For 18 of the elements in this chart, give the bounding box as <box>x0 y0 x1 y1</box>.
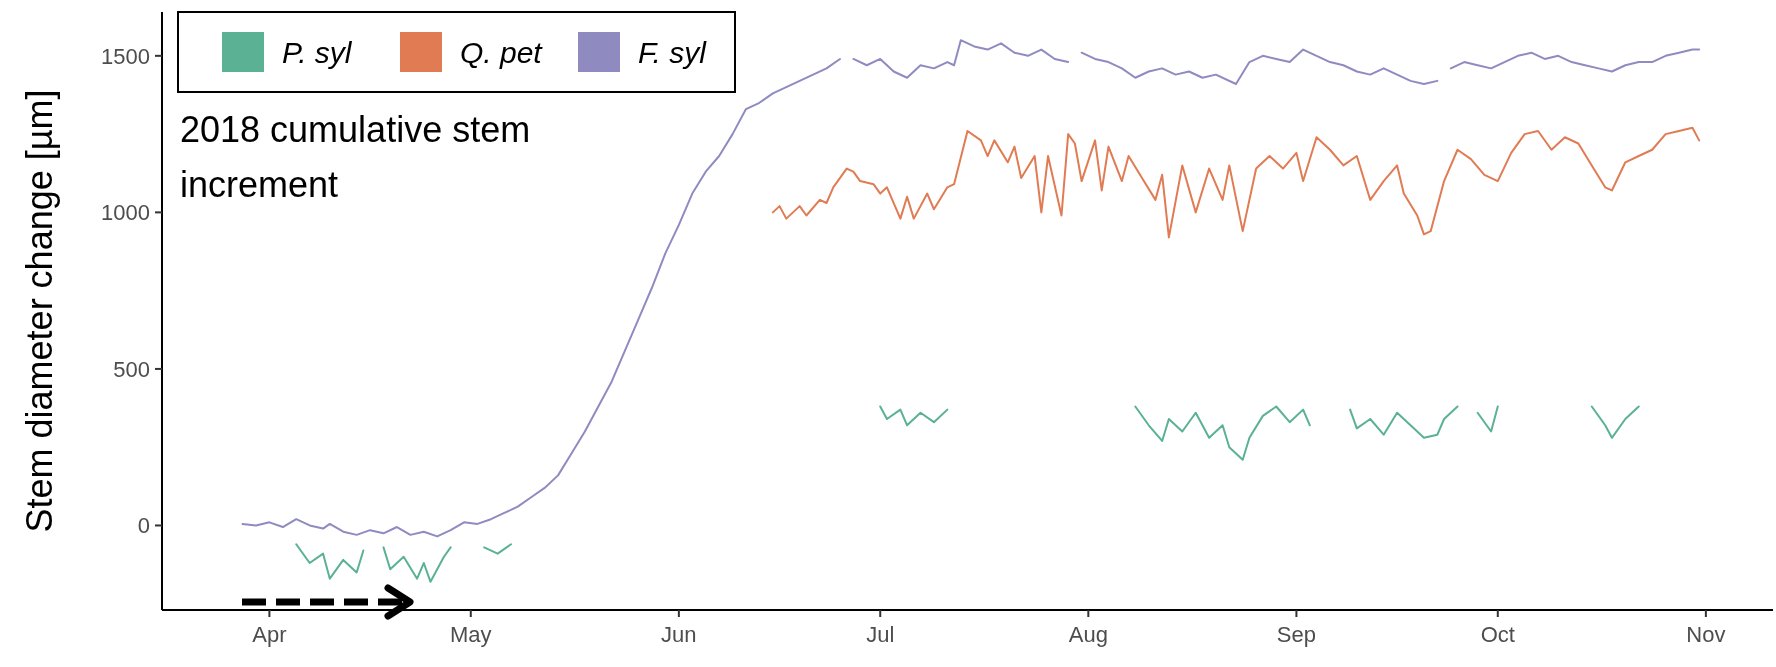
y-tick-label: 500 <box>113 356 150 382</box>
y-tick-label: 0 <box>137 513 150 539</box>
x-tick-label: Jul <box>866 622 895 647</box>
x-tick-label: Jun <box>661 622 697 647</box>
x-tick-label: Nov <box>1686 622 1726 647</box>
x-tick-label: May <box>449 622 492 647</box>
y-tick-label: 1500 <box>101 43 150 69</box>
x-tick-label: Apr <box>252 622 287 647</box>
x-tick-label: Oct <box>1480 622 1515 647</box>
y-axis-title: Stem diameter change [µm] <box>19 89 60 533</box>
legend-label: F. syl <box>638 35 708 69</box>
legend-label: Q. pet <box>460 35 544 69</box>
y-tick-label: 1000 <box>101 200 150 226</box>
line-series <box>771 126 1701 239</box>
annotation: 2018 cumulative stem increment <box>180 109 531 205</box>
x-tick-label: Aug <box>1068 622 1108 647</box>
x-tick-label: Sep <box>1276 622 1316 647</box>
legend-label: P. syl <box>282 35 353 69</box>
